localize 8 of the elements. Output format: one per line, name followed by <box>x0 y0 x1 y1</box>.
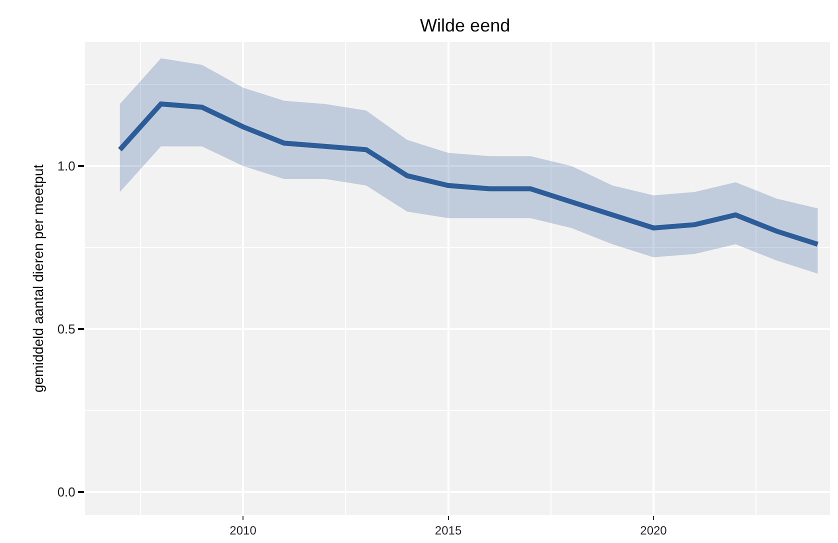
y-tick-label: 0.5 <box>57 322 76 337</box>
y-tick-label: 0.0 <box>57 484 76 500</box>
x-tick-label: 2020 <box>640 523 668 538</box>
y-tick-label: 1.0 <box>57 158 76 174</box>
x-tick-label: 2010 <box>230 523 257 538</box>
x-tick-label: 2015 <box>434 523 462 538</box>
y-axis-title: gemiddeld aantal dieren per meetput <box>30 164 46 393</box>
chart-title: Wilde eend <box>420 16 510 36</box>
